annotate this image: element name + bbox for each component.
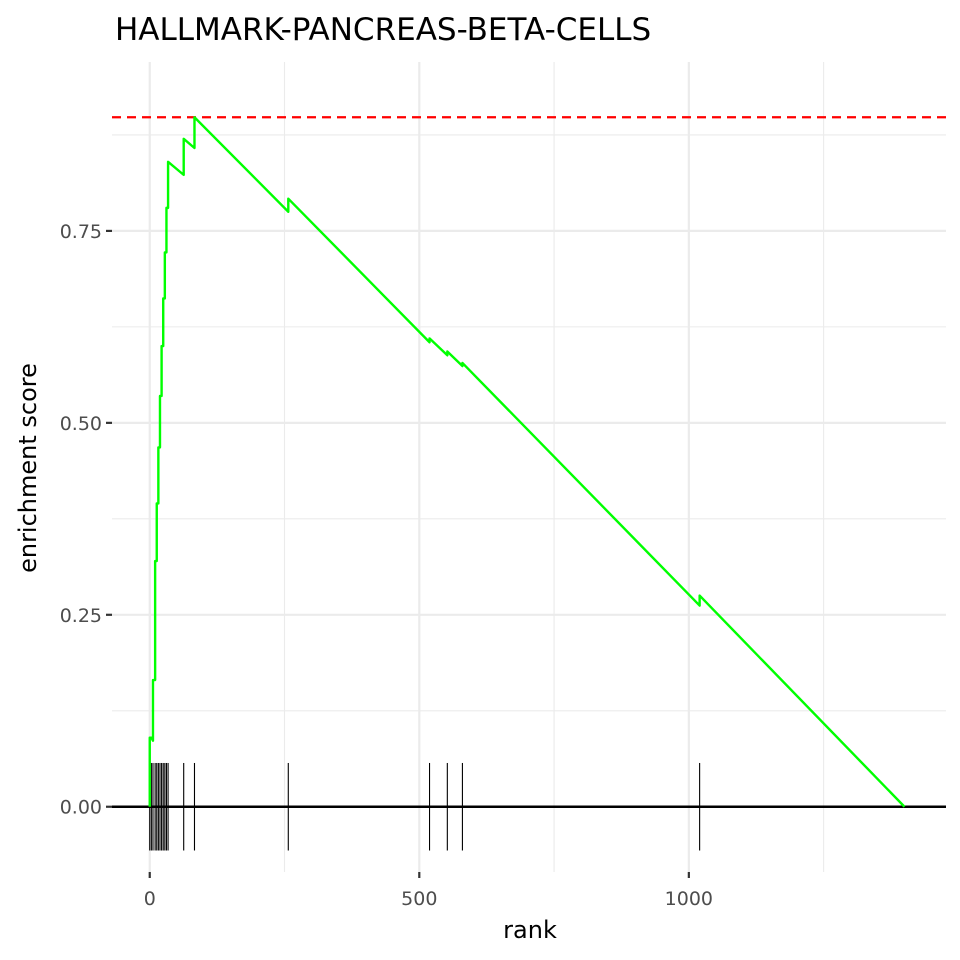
chart-title: HALLMARK-PANCREAS-BETA-CELLS bbox=[115, 12, 651, 48]
series-layer bbox=[148, 116, 906, 808]
x-tick-label: 500 bbox=[401, 888, 437, 910]
enrichment-score-line bbox=[148, 116, 906, 808]
y-tick-label: 0.00 bbox=[60, 797, 102, 819]
reference-lines bbox=[112, 116, 946, 808]
hit-marks bbox=[149, 762, 701, 851]
y-tick-label: 0.50 bbox=[60, 413, 102, 435]
grid-lines bbox=[112, 62, 946, 872]
x-tick-label: 1000 bbox=[665, 888, 713, 910]
x-tick-label: 0 bbox=[144, 888, 156, 910]
x-axis-label: rank bbox=[503, 916, 557, 944]
tick-labels: 0.00 0.25 0.50 0.75 0 500 1000 bbox=[60, 221, 713, 910]
y-tick-label: 0.75 bbox=[60, 221, 102, 243]
y-tick-label: 0.25 bbox=[60, 605, 102, 627]
y-axis-label: enrichment score bbox=[14, 363, 42, 573]
